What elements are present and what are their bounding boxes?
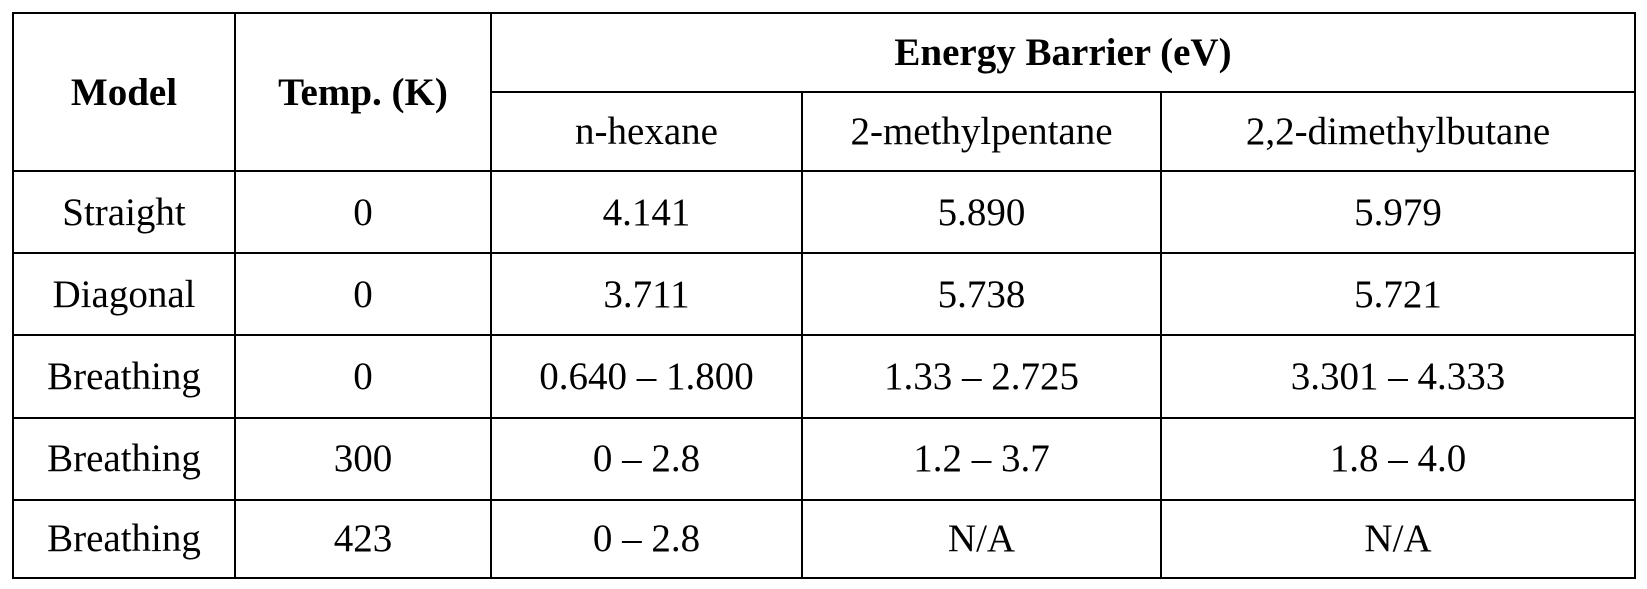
cell-2-2-dimethylbutane: 1.8 – 4.0: [1161, 418, 1635, 500]
cell-model: Straight: [13, 171, 235, 253]
cell-model: Breathing: [13, 500, 235, 578]
cell-n-hexane: 0.640 – 1.800: [491, 335, 802, 417]
table-row: Straight 0 4.141 5.890 5.979: [13, 171, 1635, 253]
cell-2-2-dimethylbutane: 5.979: [1161, 171, 1635, 253]
header-row-super: Model Temp. (K) Energy Barrier (eV): [13, 13, 1635, 92]
cell-2-methylpentane: N/A: [802, 500, 1161, 578]
table-header: Model Temp. (K) Energy Barrier (eV) n-he…: [13, 13, 1635, 171]
cell-2-methylpentane: 5.890: [802, 171, 1161, 253]
column-header-2-2-dimethylbutane: 2,2-dimethylbutane: [1161, 92, 1635, 171]
cell-2-methylpentane: 1.33 – 2.725: [802, 335, 1161, 417]
table-row: Breathing 423 0 – 2.8 N/A N/A: [13, 500, 1635, 578]
cell-2-2-dimethylbutane: 3.301 – 4.333: [1161, 335, 1635, 417]
column-header-temp: Temp. (K): [235, 13, 491, 171]
cell-n-hexane: 0 – 2.8: [491, 500, 802, 578]
cell-temp: 0: [235, 253, 491, 335]
column-header-energy-barrier: Energy Barrier (eV): [491, 13, 1635, 92]
cell-n-hexane: 0 – 2.8: [491, 418, 802, 500]
cell-model: Breathing: [13, 418, 235, 500]
table-row: Breathing 300 0 – 2.8 1.2 – 3.7 1.8 – 4.…: [13, 418, 1635, 500]
cell-model: Diagonal: [13, 253, 235, 335]
cell-2-methylpentane: 1.2 – 3.7: [802, 418, 1161, 500]
energy-barrier-table: Model Temp. (K) Energy Barrier (eV) n-he…: [12, 12, 1636, 579]
cell-2-2-dimethylbutane: 5.721: [1161, 253, 1635, 335]
cell-temp: 300: [235, 418, 491, 500]
cell-2-2-dimethylbutane: N/A: [1161, 500, 1635, 578]
cell-temp: 0: [235, 335, 491, 417]
cell-model: Breathing: [13, 335, 235, 417]
cell-2-methylpentane: 5.738: [802, 253, 1161, 335]
cell-n-hexane: 3.711: [491, 253, 802, 335]
column-header-n-hexane: n-hexane: [491, 92, 802, 171]
column-header-model: Model: [13, 13, 235, 171]
table-row: Breathing 0 0.640 – 1.800 1.33 – 2.725 3…: [13, 335, 1635, 417]
column-header-2-methylpentane: 2-methylpentane: [802, 92, 1161, 171]
cell-temp: 0: [235, 171, 491, 253]
table-row: Diagonal 0 3.711 5.738 5.721: [13, 253, 1635, 335]
cell-temp: 423: [235, 500, 491, 578]
cell-n-hexane: 4.141: [491, 171, 802, 253]
table-body: Straight 0 4.141 5.890 5.979 Diagonal 0 …: [13, 171, 1635, 578]
